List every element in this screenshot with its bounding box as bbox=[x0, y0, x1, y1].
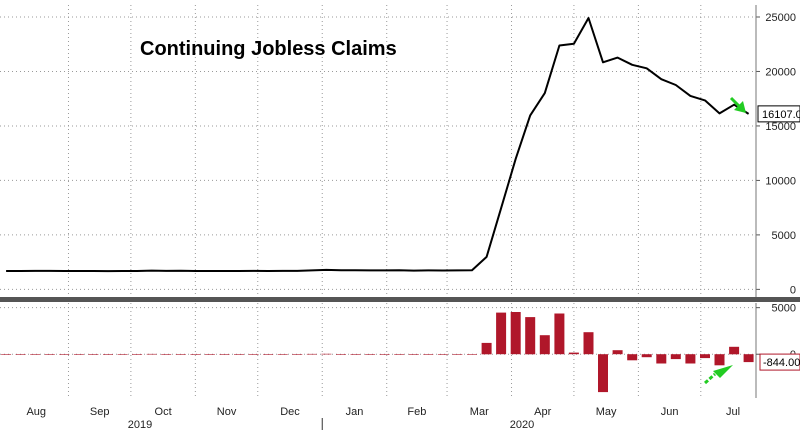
change-bar bbox=[220, 354, 230, 355]
change-bar bbox=[627, 354, 637, 360]
green-arrow-up-right-icon bbox=[705, 374, 715, 383]
change-bar bbox=[278, 354, 288, 355]
change-bar bbox=[205, 354, 215, 355]
change-bar bbox=[365, 354, 375, 355]
change-bar bbox=[482, 343, 492, 354]
x-month-label: Nov bbox=[217, 406, 237, 418]
change-bar bbox=[234, 354, 244, 355]
change-bar bbox=[118, 354, 128, 355]
change-bar bbox=[45, 354, 55, 355]
change-bar bbox=[729, 347, 739, 355]
change-bar bbox=[74, 354, 84, 355]
change-bar bbox=[642, 354, 652, 357]
x-month-label: Mar bbox=[470, 406, 489, 418]
top-y-tick-label: 25000 bbox=[765, 12, 796, 24]
change-bar bbox=[452, 354, 462, 355]
change-bar bbox=[569, 353, 579, 355]
top-y-tick-label: 15000 bbox=[765, 121, 796, 133]
change-bar bbox=[685, 354, 695, 363]
change-bar bbox=[1, 354, 11, 355]
chart-title: Continuing Jobless Claims bbox=[140, 38, 397, 61]
x-month-label: Jun bbox=[661, 406, 679, 418]
change-bar bbox=[190, 354, 200, 355]
x-year-label-2020: 2020 bbox=[510, 419, 534, 430]
top-y-tick-label: 20000 bbox=[765, 66, 796, 78]
change-bar bbox=[351, 354, 361, 355]
change-bar bbox=[16, 354, 26, 355]
change-bar bbox=[671, 354, 681, 359]
change-bar bbox=[336, 354, 346, 355]
bottom-y-tick-label: 5000 bbox=[772, 303, 796, 315]
change-bar bbox=[511, 312, 521, 354]
change-bar bbox=[467, 354, 477, 355]
x-month-label: Aug bbox=[26, 406, 46, 418]
change-bar bbox=[59, 354, 69, 355]
x-month-label: Oct bbox=[155, 406, 172, 418]
change-bar bbox=[321, 354, 331, 355]
change-bar bbox=[88, 354, 98, 355]
x-month-label: May bbox=[596, 406, 617, 418]
change-bar bbox=[613, 350, 623, 354]
top-last-value-label: 16107.0 bbox=[762, 109, 800, 121]
change-bar bbox=[292, 354, 302, 355]
change-bar bbox=[656, 354, 666, 363]
change-bar bbox=[540, 335, 550, 354]
top-y-tick-label: 0 bbox=[790, 284, 796, 296]
top-y-tick-label: 5000 bbox=[772, 230, 796, 242]
green-arrow-up-right-head-icon bbox=[713, 365, 733, 378]
change-bar bbox=[307, 354, 317, 355]
change-bar bbox=[176, 354, 186, 355]
panel-separator bbox=[0, 297, 800, 302]
change-bar bbox=[103, 354, 113, 355]
change-bar bbox=[380, 354, 390, 355]
change-bar bbox=[409, 354, 419, 355]
x-month-label: Jan bbox=[346, 406, 364, 418]
change-bar bbox=[161, 354, 171, 355]
change-bar bbox=[584, 332, 594, 354]
change-bar bbox=[744, 354, 754, 362]
top-y-tick-label: 10000 bbox=[765, 175, 796, 187]
bottom-last-value-label: -844.00 bbox=[763, 357, 800, 369]
change-bar bbox=[394, 354, 404, 355]
change-bar bbox=[423, 354, 433, 355]
change-bar bbox=[147, 354, 157, 355]
change-bar bbox=[30, 354, 40, 355]
x-month-label: Feb bbox=[407, 406, 426, 418]
change-bar bbox=[525, 317, 535, 354]
change-bar bbox=[496, 313, 506, 355]
change-bar bbox=[438, 354, 448, 355]
x-month-label: Jul bbox=[726, 406, 740, 418]
change-bar bbox=[700, 354, 710, 358]
x-month-label: Apr bbox=[534, 406, 551, 418]
change-bar bbox=[598, 354, 608, 392]
change-bar bbox=[715, 354, 725, 365]
x-month-label: Sep bbox=[90, 406, 110, 418]
change-bar bbox=[132, 354, 142, 355]
x-year-label-2019: 2019 bbox=[128, 419, 152, 430]
x-month-label: Dec bbox=[280, 406, 300, 418]
change-bar bbox=[554, 314, 564, 355]
change-bar bbox=[249, 354, 259, 355]
change-bar bbox=[263, 354, 273, 355]
